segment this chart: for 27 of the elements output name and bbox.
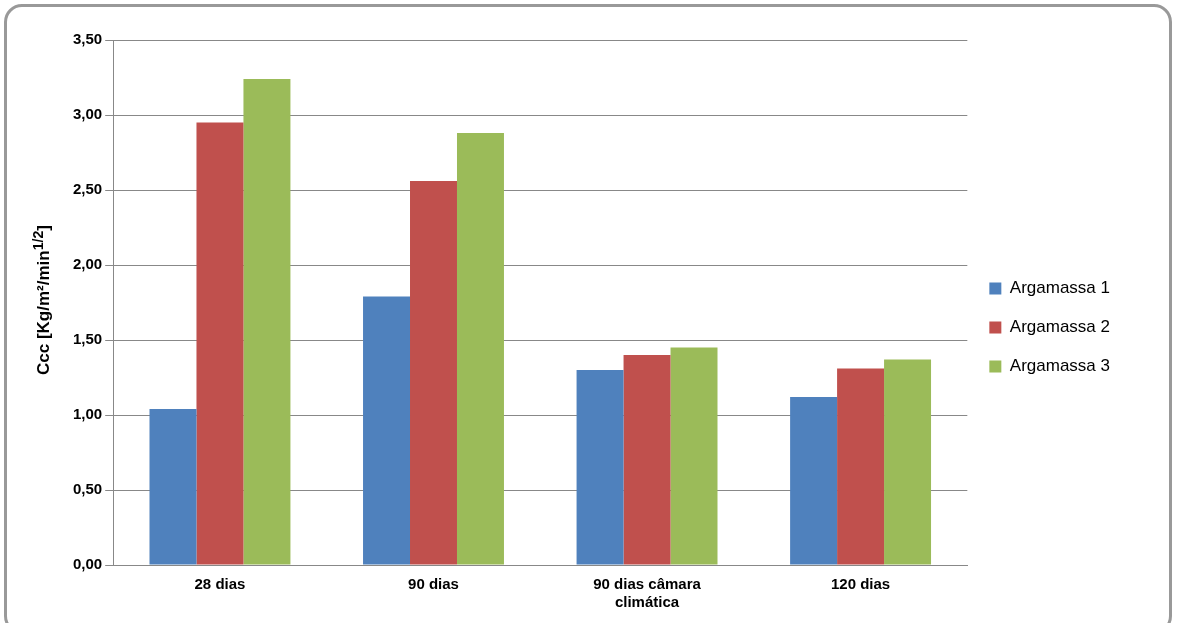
bar <box>243 79 291 565</box>
x-tick-label: 90 dias câmara climática <box>593 575 702 611</box>
bar <box>149 409 197 565</box>
legend-label: Argamassa 2 <box>1009 317 1111 337</box>
bar <box>837 368 885 565</box>
y-tick-label: 3,50 <box>72 30 103 48</box>
y-tick-label: 1,00 <box>72 405 103 423</box>
y-tick-label: 3,00 <box>72 105 103 123</box>
x-tick-label: 120 dias <box>830 575 891 593</box>
legend-label: Argamassa 3 <box>1009 356 1111 376</box>
y-tick-label: 1,50 <box>72 330 103 348</box>
legend-label: Argamassa 1 <box>1009 278 1111 298</box>
bar <box>576 370 624 565</box>
bar <box>790 397 838 565</box>
bar <box>363 296 411 565</box>
bar <box>670 347 718 565</box>
bar <box>410 181 457 565</box>
y-tick-label: 2,00 <box>72 255 103 273</box>
x-tick-label: 90 dias <box>408 575 459 593</box>
y-tick-label: 0,50 <box>72 480 103 498</box>
y-tick-label: 0,00 <box>72 555 103 573</box>
bar <box>884 359 932 565</box>
y-tick-label: 2,50 <box>72 180 103 198</box>
bar <box>196 122 244 565</box>
bar <box>456 133 504 565</box>
bar <box>623 355 671 565</box>
x-tick-label: 28 dias <box>194 575 246 593</box>
